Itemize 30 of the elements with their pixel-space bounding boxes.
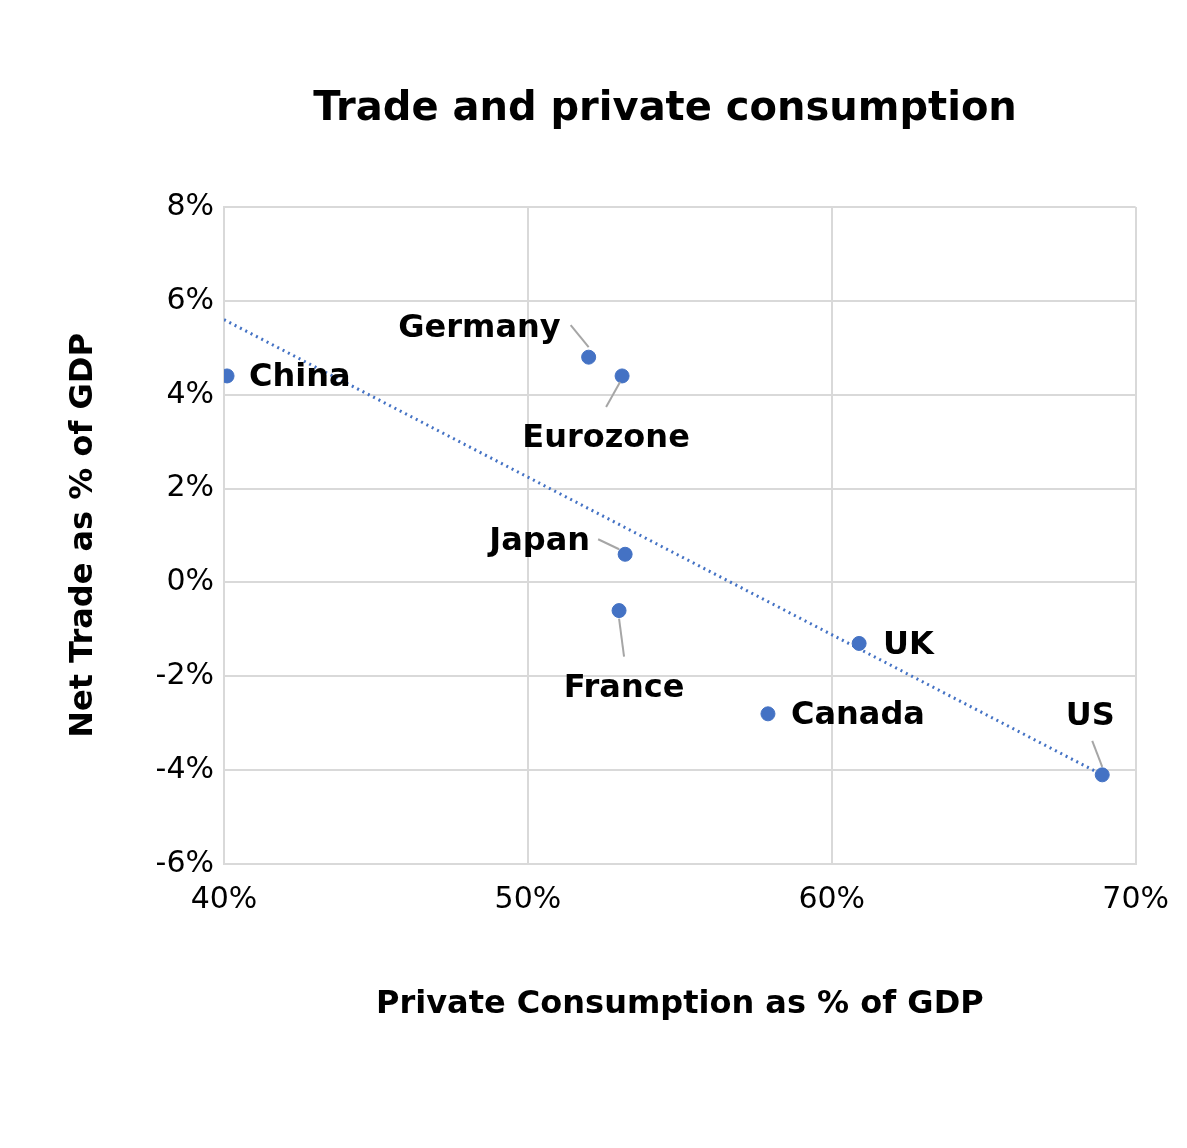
y-tick-label: 0% <box>166 562 214 598</box>
y-tick-label: 6% <box>166 280 214 316</box>
point <box>611 603 627 619</box>
y-tick-label: -2% <box>155 656 214 692</box>
y-tick-label: 8% <box>166 186 214 222</box>
x-tick-label: 60% <box>798 879 866 915</box>
x-axis-title: Private Consumption as % of GDP <box>376 983 984 1022</box>
annotation: Japan <box>487 519 591 558</box>
y-tick-label: -6% <box>155 843 214 879</box>
y-tick-label: 2% <box>166 468 214 504</box>
point <box>614 368 630 384</box>
y-axis-title: Net Trade as % of GDP <box>61 333 100 738</box>
y-tick-label: -4% <box>155 749 214 785</box>
point <box>617 546 633 562</box>
annotation: Eurozone <box>522 417 690 456</box>
x-tick-label: 40% <box>190 879 258 915</box>
annotation: UK <box>883 623 936 662</box>
annotation: France <box>563 666 685 705</box>
annotation: Germany <box>398 307 561 346</box>
point <box>760 706 776 722</box>
annotation: China <box>249 356 351 395</box>
annotation: Canada <box>790 694 925 733</box>
point <box>581 349 597 365</box>
point <box>851 635 867 651</box>
chart-title: Trade and private consumption <box>313 83 1017 130</box>
x-tick-label: 50% <box>494 879 562 915</box>
point <box>1094 767 1110 783</box>
x-tick-label: 70% <box>1102 879 1169 915</box>
y-tick-label: 4% <box>166 374 214 410</box>
annotation: US <box>1065 695 1115 734</box>
